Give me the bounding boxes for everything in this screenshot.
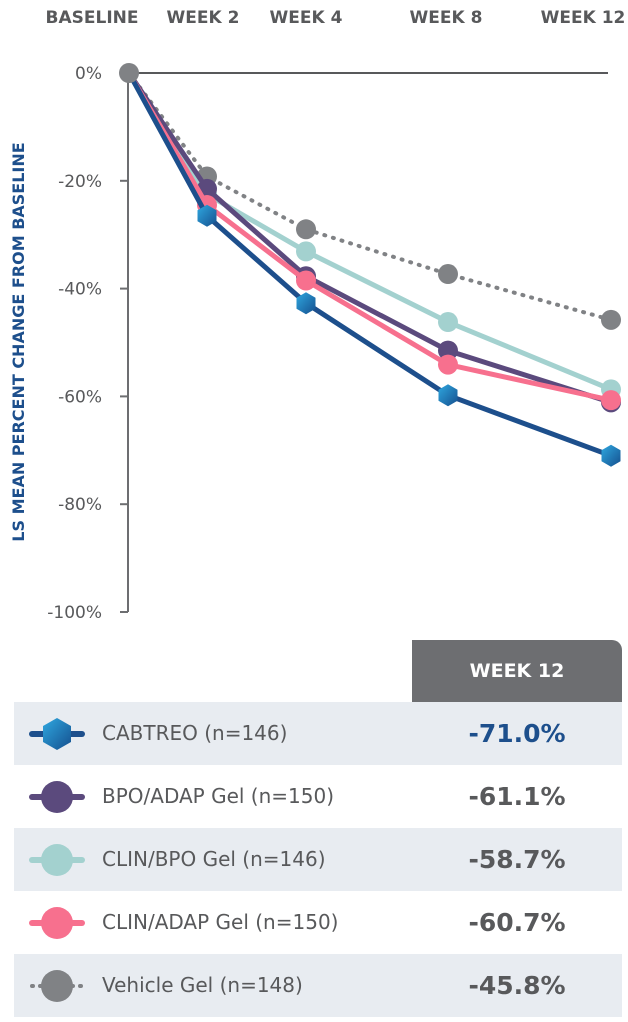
data-point: [438, 312, 458, 333]
week-12-value: -61.1%: [468, 782, 566, 811]
week-12-header: WEEK 12: [412, 640, 622, 702]
table-row-cabtreo: CABTREO (n=146) -71.0%: [14, 702, 622, 765]
data-point: [438, 384, 458, 407]
week-12-value: -60.7%: [468, 908, 566, 937]
data-point: [438, 340, 458, 361]
line-chart: BASELINE WEEK 2 WEEK 4 WEEK 8 WEEK 12 0% -20%…: [9, 8, 626, 623]
data-point: [296, 292, 316, 315]
y-tick-label: -100%: [47, 603, 102, 623]
data-point: [296, 241, 316, 262]
cabtreo-legend-key: [29, 718, 85, 750]
table-row-clin-adap: CLIN/ADAP Gel (n=150) -60.7%: [14, 891, 622, 954]
week-12-value: -71.0%: [468, 719, 566, 748]
series-label: CABTREO (n=146): [102, 721, 288, 745]
week-12-value: -45.8%: [468, 971, 566, 1000]
series-label: BPO/ADAP Gel (n=150): [102, 784, 335, 808]
legend-table: CABTREO (n=146) -71.0% BPO/ADAP Gel (n=1…: [14, 702, 622, 1017]
hexagon-marker-icon: [43, 718, 71, 750]
circle-marker-icon: [41, 907, 73, 939]
data-point: [296, 270, 316, 291]
circle-marker-icon: [41, 970, 73, 1002]
y-tick-label: -40%: [58, 280, 102, 300]
x-tick-label: WEEK 4: [270, 8, 343, 28]
clin-adap-legend-key: [29, 907, 85, 939]
data-point: [438, 264, 458, 285]
data-point: [197, 204, 217, 227]
table-row-clin-bpo: CLIN/BPO Gel (n=146) -58.7%: [14, 828, 622, 891]
clin-bpo-legend-key: [29, 844, 85, 876]
series-label: CLIN/ADAP Gel (n=150): [102, 910, 339, 934]
data-point: [438, 354, 458, 375]
week-12-value: -58.7%: [468, 845, 566, 874]
y-tick-label: 0%: [75, 64, 102, 84]
table-row-bpo-adap: BPO/ADAP Gel (n=150) -61.1%: [14, 765, 622, 828]
y-tick-label: -60%: [58, 387, 102, 407]
data-point: [601, 390, 621, 411]
circle-marker-icon: [41, 781, 73, 813]
series-line: [126, 70, 614, 405]
data-point: [296, 219, 316, 240]
series-3: [126, 70, 621, 411]
table-row-vehicle: Vehicle Gel (n=148) -45.8%: [14, 954, 622, 1017]
y-tick-label: -20%: [58, 172, 102, 192]
series-0: [126, 70, 621, 467]
x-axis-tick-labels: BASELINE WEEK 2 WEEK 4 WEEK 8 WEEK 12: [46, 8, 626, 28]
x-tick-label: WEEK 8: [410, 8, 483, 28]
series-label: CLIN/BPO Gel (n=146): [102, 847, 326, 871]
vehicle-legend-key: [30, 970, 84, 1002]
baseline-point: [119, 63, 139, 83]
y-tick-label: -80%: [58, 495, 102, 515]
y-axis-tick-labels: 0% -20% -40% -60% -80% -100%: [47, 64, 102, 623]
series-line: [126, 70, 614, 403]
x-tick-label: WEEK 12: [541, 8, 626, 28]
series-line: [126, 70, 614, 459]
x-tick-label: WEEK 2: [167, 8, 240, 28]
axes: [120, 72, 608, 613]
circle-marker-icon: [41, 844, 73, 876]
series-label: Vehicle Gel (n=148): [102, 973, 303, 997]
data-point: [601, 309, 621, 330]
data-point: [601, 444, 621, 467]
series-layer: [119, 63, 621, 467]
y-axis-label: LS MEAN PERCENT CHANGE FROM BASELINE: [9, 142, 28, 541]
bpo-adap-legend-key: [29, 781, 85, 813]
x-tick-label: BASELINE: [46, 8, 139, 28]
